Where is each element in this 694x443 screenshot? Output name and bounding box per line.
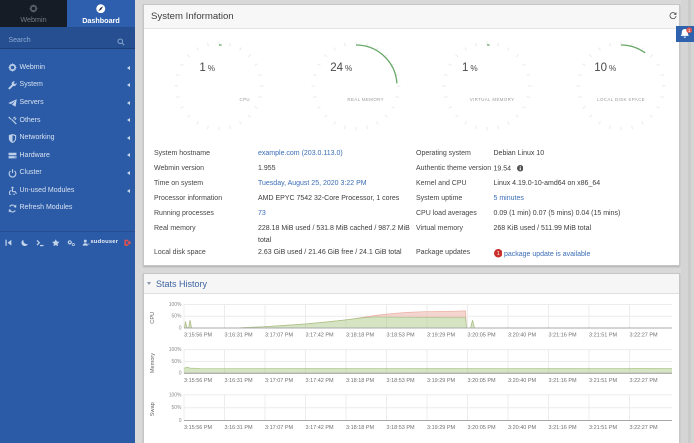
svg-text:3:22:27 PM: 3:22:27 PM — [630, 425, 659, 431]
svg-text:0: 0 — [179, 371, 182, 377]
svg-text:3:19:29 PM: 3:19:29 PM — [427, 333, 456, 339]
svg-text:100%: 100% — [169, 392, 182, 398]
svg-text:3:17:42 PM: 3:17:42 PM — [306, 333, 335, 339]
svg-text:3:18:53 PM: 3:18:53 PM — [387, 378, 416, 384]
svg-text:1%: 1% — [462, 62, 478, 74]
svg-text:3:20:05 PM: 3:20:05 PM — [468, 378, 497, 384]
svg-text:3:20:40 PM: 3:20:40 PM — [508, 333, 537, 339]
svg-text:CPU: CPU — [150, 312, 156, 324]
svg-text:3:21:51 PM: 3:21:51 PM — [589, 425, 618, 431]
svg-text:3:22:27 PM: 3:22:27 PM — [630, 378, 659, 384]
svg-text:3:18:18 PM: 3:18:18 PM — [346, 425, 375, 431]
svg-text:3:16:31 PM: 3:16:31 PM — [225, 378, 254, 384]
svg-text:3:20:05 PM: 3:20:05 PM — [468, 333, 497, 339]
svg-text:3:17:07 PM: 3:17:07 PM — [265, 425, 294, 431]
svg-text:Swap: Swap — [150, 402, 156, 416]
svg-text:LOCAL DISK SPACE: LOCAL DISK SPACE — [597, 97, 645, 102]
svg-text:3:17:07 PM: 3:17:07 PM — [265, 333, 294, 339]
svg-text:3:17:42 PM: 3:17:42 PM — [306, 425, 335, 431]
svg-text:3:21:16 PM: 3:21:16 PM — [549, 425, 578, 431]
svg-text:Memory: Memory — [150, 353, 156, 373]
svg-text:VIRTUAL MEMORY: VIRTUAL MEMORY — [469, 97, 514, 102]
svg-text:3:21:51 PM: 3:21:51 PM — [589, 333, 618, 339]
svg-text:10%: 10% — [594, 62, 616, 74]
svg-text:100%: 100% — [169, 302, 182, 308]
svg-text:3:19:29 PM: 3:19:29 PM — [427, 425, 456, 431]
svg-text:3:19:29 PM: 3:19:29 PM — [427, 378, 456, 384]
svg-text:3:21:16 PM: 3:21:16 PM — [549, 378, 578, 384]
svg-text:3:18:18 PM: 3:18:18 PM — [346, 378, 375, 384]
svg-text:3:21:16 PM: 3:21:16 PM — [549, 333, 578, 339]
svg-text:50%: 50% — [171, 359, 182, 365]
svg-text:50%: 50% — [171, 314, 182, 320]
svg-text:3:18:53 PM: 3:18:53 PM — [387, 333, 416, 339]
svg-text:3:16:31 PM: 3:16:31 PM — [225, 425, 254, 431]
svg-text:3:20:40 PM: 3:20:40 PM — [508, 378, 537, 384]
svg-text:3:22:27 PM: 3:22:27 PM — [630, 333, 659, 339]
svg-text:3:17:42 PM: 3:17:42 PM — [306, 378, 335, 384]
svg-text:3:21:51 PM: 3:21:51 PM — [589, 378, 618, 384]
svg-text:3:20:05 PM: 3:20:05 PM — [468, 425, 497, 431]
svg-text:3:15:56 PM: 3:15:56 PM — [184, 378, 213, 384]
svg-text:100%: 100% — [169, 347, 182, 353]
svg-text:0: 0 — [179, 418, 182, 424]
svg-text:3:16:31 PM: 3:16:31 PM — [225, 333, 254, 339]
svg-text:3:15:56 PM: 3:15:56 PM — [184, 333, 213, 339]
svg-text:1: 1 — [496, 251, 499, 257]
svg-text:0: 0 — [179, 325, 182, 331]
svg-text:3:15:56 PM: 3:15:56 PM — [184, 425, 213, 431]
svg-text:3:18:18 PM: 3:18:18 PM — [346, 333, 375, 339]
svg-text:24%: 24% — [330, 62, 352, 74]
svg-text:1: 1 — [688, 28, 691, 34]
svg-text:3:17:07 PM: 3:17:07 PM — [265, 378, 294, 384]
svg-text:3:20:40 PM: 3:20:40 PM — [508, 425, 537, 431]
svg-text:50%: 50% — [171, 405, 182, 411]
svg-text:3:18:53 PM: 3:18:53 PM — [387, 425, 416, 431]
svg-text:CPU: CPU — [240, 97, 250, 102]
svg-text:REAL MEMORY: REAL MEMORY — [347, 97, 384, 102]
svg-text:1%: 1% — [199, 62, 215, 74]
